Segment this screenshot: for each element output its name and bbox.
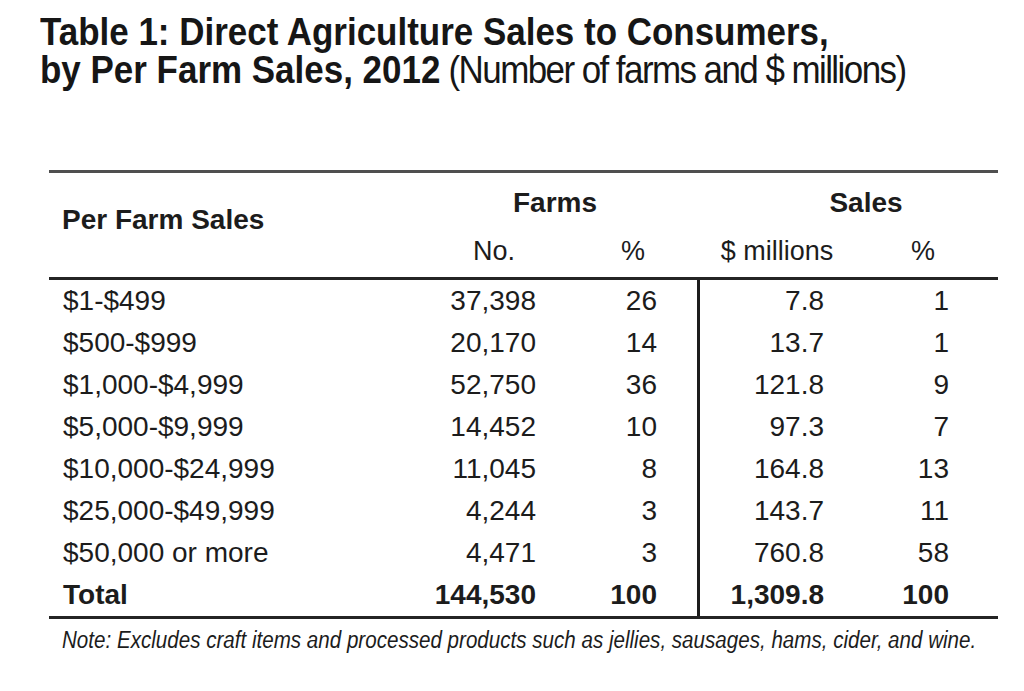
cell-sales_millions: 7.8 <box>700 285 855 317</box>
table-note: Note: Excludes craft items and processed… <box>62 627 976 654</box>
subheader-sales-millions: $ millions <box>721 236 834 267</box>
subheader-farms-no: No. <box>473 236 515 267</box>
table-header: Per Farm Sales Farms Sales No. % $ milli… <box>49 173 998 280</box>
cell-label: $25,000-$49,999 <box>49 495 360 527</box>
cell-farms_no: 11,045 <box>360 453 549 485</box>
table-body: $1-$49937,398267.81$500-$99920,1701413.7… <box>49 280 998 616</box>
column-group-sales: Sales <box>829 187 902 219</box>
table-row: $1,000-$4,99952,75036121.89 <box>49 364 998 406</box>
cell-sales_pct: 100 <box>855 579 998 611</box>
cell-farms_no: 14,452 <box>360 411 549 443</box>
cell-label: $1-$499 <box>49 285 360 317</box>
page: Table 1: Direct Agriculture Sales to Con… <box>0 0 1024 691</box>
table-row: $5,000-$9,99914,4521097.37 <box>49 406 998 448</box>
cell-farms_no: 144,530 <box>360 579 549 611</box>
cell-label: $1,000-$4,999 <box>49 369 360 401</box>
cell-label: $50,000 or more <box>49 537 360 569</box>
table-row: $50,000 or more4,4713760.858 <box>49 532 998 574</box>
cell-sales_pct: 1 <box>855 327 998 359</box>
table-row-total: Total144,5301001,309.8100 <box>49 574 998 616</box>
cell-sales_millions: 13.7 <box>700 327 855 359</box>
cell-sales_millions: 760.8 <box>700 537 855 569</box>
cell-farms_no: 20,170 <box>360 327 549 359</box>
title-line2-bold: by Per Farm Sales, 2012 <box>40 49 440 91</box>
cell-sales_millions: 164.8 <box>700 453 855 485</box>
cell-farms_pct: 3 <box>549 495 700 527</box>
data-table: Per Farm Sales Farms Sales No. % $ milli… <box>49 170 998 619</box>
cell-farms_pct: 3 <box>549 537 700 569</box>
table-row: $10,000-$24,99911,0458164.813 <box>49 448 998 490</box>
cell-farms_no: 37,398 <box>360 285 549 317</box>
cell-farms_no: 4,244 <box>360 495 549 527</box>
table-row: $1-$49937,398267.81 <box>49 280 998 322</box>
cell-sales_pct: 9 <box>855 369 998 401</box>
cell-farms_pct: 100 <box>549 579 700 611</box>
cell-farms_pct: 10 <box>549 411 700 443</box>
column-group-farms: Farms <box>513 187 597 219</box>
table-title: Table 1: Direct Agriculture Sales to Con… <box>40 13 906 89</box>
table-row: $25,000-$49,9994,2443143.711 <box>49 490 998 532</box>
cell-label: $5,000-$9,999 <box>49 411 360 443</box>
cell-label: $10,000-$24,999 <box>49 453 360 485</box>
cell-farms_pct: 36 <box>549 369 700 401</box>
title-line1: Table 1: Direct Agriculture Sales to Con… <box>40 11 829 53</box>
cell-farms_pct: 26 <box>549 285 700 317</box>
cell-sales_millions: 1,309.8 <box>700 579 855 611</box>
table-row: $500-$99920,1701413.71 <box>49 322 998 364</box>
cell-sales_millions: 121.8 <box>700 369 855 401</box>
cell-sales_pct: 58 <box>855 537 998 569</box>
cell-sales_millions: 97.3 <box>700 411 855 443</box>
cell-sales_pct: 1 <box>855 285 998 317</box>
cell-farms_no: 4,471 <box>360 537 549 569</box>
cell-farms_pct: 14 <box>549 327 700 359</box>
cell-sales_pct: 13 <box>855 453 998 485</box>
cell-sales_pct: 7 <box>855 411 998 443</box>
subheader-sales-pct: % <box>911 236 935 267</box>
cell-farms_pct: 8 <box>549 453 700 485</box>
title-line2-subtitle: (Number of farms and $ millions) <box>440 49 905 91</box>
subheader-farms-pct: % <box>621 236 645 267</box>
cell-label: Total <box>49 579 360 611</box>
row-header-label: Per Farm Sales <box>62 204 264 236</box>
vertical-divider <box>697 280 700 616</box>
cell-sales_millions: 143.7 <box>700 495 855 527</box>
cell-farms_no: 52,750 <box>360 369 549 401</box>
cell-sales_pct: 11 <box>855 495 998 527</box>
cell-label: $500-$999 <box>49 327 360 359</box>
